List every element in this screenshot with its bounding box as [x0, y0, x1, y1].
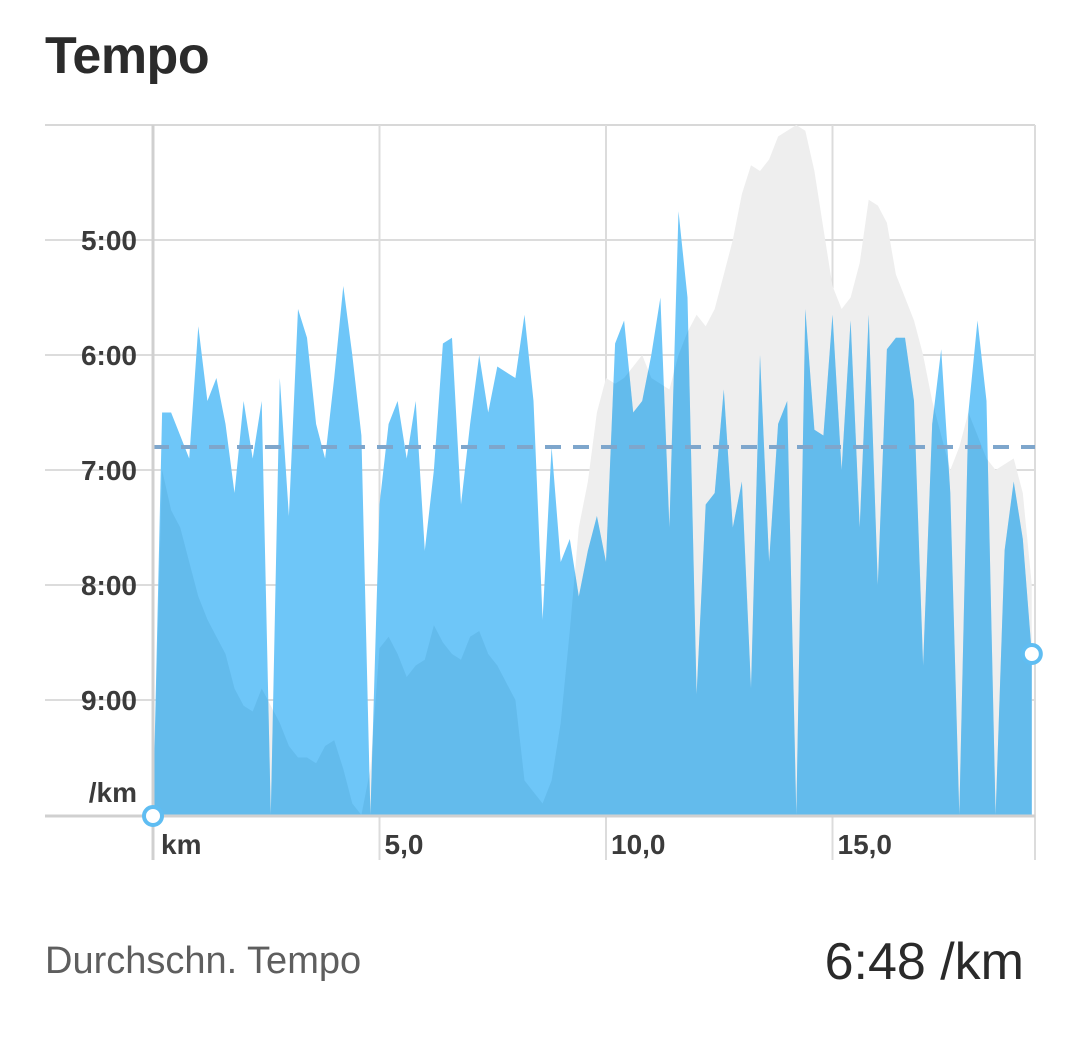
y-tick-label: 6:00 — [81, 340, 137, 371]
average-pace-value: 6:48 /km — [824, 933, 1024, 991]
x-tick-label: 10,0 — [611, 829, 666, 860]
y-unit-label: /km — [89, 777, 137, 808]
y-tick-label: 9:00 — [81, 685, 137, 716]
average-pace-label: Durchschn. Tempo — [45, 940, 362, 982]
x-tick-label: 5,0 — [385, 829, 424, 860]
y-axis-labels: 5:00 6:00 7:00 8:00 9:00/km — [81, 225, 137, 808]
x-unit-label: km — [161, 829, 201, 860]
chart-title: Tempo — [45, 27, 210, 85]
x-axis-labels: km 5,0 10,0 15,0 — [161, 829, 892, 860]
y-tick-label: 7:00 — [81, 455, 137, 486]
pace-chart[interactable]: 5:00 6:00 7:00 8:00 9:00/km km 5,0 10,0 15,0 — [0, 0, 1080, 900]
y-tick-label: 5:00 — [81, 225, 137, 256]
y-tick-label: 8:00 — [81, 570, 137, 601]
axes — [45, 125, 1035, 860]
pace-area — [153, 211, 1032, 817]
x-tick-label: 15,0 — [838, 829, 893, 860]
range-markers[interactable] — [142, 643, 1043, 827]
start-marker[interactable] — [142, 805, 164, 827]
end-marker[interactable] — [1020, 643, 1043, 665]
